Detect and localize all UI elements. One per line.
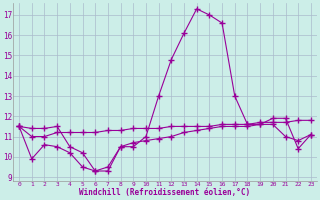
X-axis label: Windchill (Refroidissement éolien,°C): Windchill (Refroidissement éolien,°C)	[79, 188, 251, 197]
